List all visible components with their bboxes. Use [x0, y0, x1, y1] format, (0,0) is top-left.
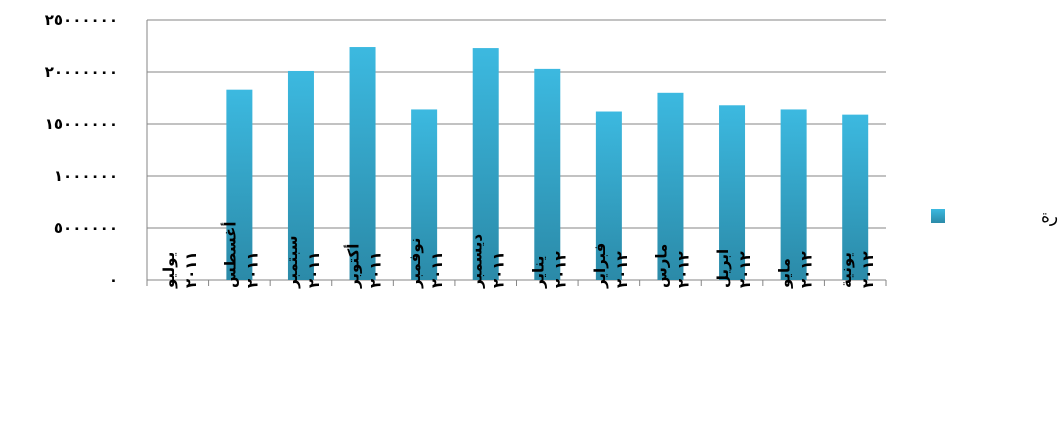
y-tick-label: ٠ — [109, 271, 118, 289]
x-tick-label: يناير ٢٠١٢ — [529, 251, 569, 289]
x-tick-label: يونية ٢٠١٢ — [837, 251, 877, 288]
y-tick-label: ٢٥٠٠٠٠٠٠ — [45, 11, 118, 29]
y-tick-label: ١٠٠٠٠٠٠ — [54, 167, 118, 185]
bar — [472, 48, 499, 280]
x-tick-label: نوفمبر ٢٠١١ — [406, 238, 446, 289]
x-tick-label: أكتوبر ٢٠١١ — [344, 244, 385, 289]
x-tick-label: سبتمبر ٢٠١١ — [283, 235, 323, 289]
bar — [657, 92, 684, 280]
bar — [842, 114, 869, 280]
x-tick-label: فبراير ٢٠١٢ — [591, 243, 631, 289]
bar — [780, 109, 807, 280]
bar — [411, 109, 438, 280]
x-tick-labels: يوليو ٢٠١١ أغسطس ٢٠١١ سبتمبر ٢٠١١ أكتوبر ٢٠١١ نو… — [160, 222, 877, 289]
x-tick-label: مايو ٢٠١٢ — [776, 251, 816, 289]
bar — [349, 47, 376, 280]
legend-swatch — [931, 209, 945, 223]
bar — [719, 105, 746, 280]
x-tick-label: ديسمبر ٢٠١١ — [468, 234, 508, 289]
x-tick-label: يوليو ٢٠١١ — [160, 251, 200, 289]
gridlines — [147, 19, 886, 229]
bars — [226, 47, 869, 281]
bar — [534, 68, 561, 280]
y-tick-label: ١٥٠٠٠٠٠٠ — [45, 115, 118, 133]
legend-label: مرات زيارة — [1041, 207, 1059, 227]
bar — [595, 111, 622, 281]
axes — [146, 20, 887, 286]
y-tick-label: ٥٠٠٠٠٠٠ — [54, 219, 118, 237]
legend: مرات زيارة — [931, 207, 1059, 227]
bar — [226, 89, 253, 281]
x-tick-label: ابريل ٢٠١٢ — [714, 249, 754, 288]
y-tick-labels: ٠ ٥٠٠٠٠٠٠ ١٠٠٠٠٠٠ ١٥٠٠٠٠٠٠ ٢٠٠٠٠٠٠٠ ٢٥٠٠٠٠٠٠ — [45, 11, 118, 289]
bar — [287, 70, 314, 281]
x-tick-label: أغسطس ٢٠١١ — [220, 222, 261, 288]
x-tick-label: مارس ٢٠١٢ — [652, 244, 692, 288]
y-tick-label: ٢٠٠٠٠٠٠٠ — [45, 63, 118, 81]
